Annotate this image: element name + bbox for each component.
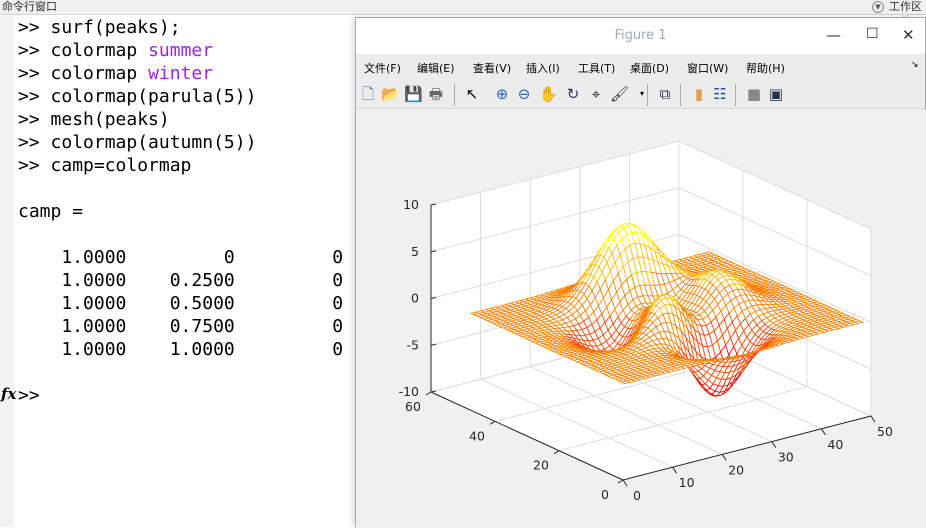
figure-titlebar: Figure 1 — ☐ ✕ [356,18,925,54]
menu-item[interactable]: 插入(I) [526,60,560,76]
select-icon[interactable]: ↖ [463,85,481,103]
menu-item[interactable]: 文件(F) [364,60,401,76]
brush-dropdown-icon[interactable]: ▾ [633,85,651,103]
prompt: >> [18,40,51,61]
command-line: >> mesh(peaks) [18,108,343,131]
prompt: >> [18,86,51,107]
print-icon[interactable]: 🖶 [427,85,445,103]
y-tick-label: 0 [601,487,609,502]
prompt: >> [18,63,51,84]
command-keyword: summer [148,40,213,61]
hide-plot-tools-icon[interactable]: ■ [745,85,763,103]
minimize-icon[interactable]: — [826,26,841,44]
workspace-title: 工作区 [889,0,922,13]
dock-icon[interactable]: ↘ [911,60,919,70]
menu-item[interactable]: 桌面(D) [630,60,669,76]
save-icon[interactable]: 💾 [404,85,422,103]
open-icon[interactable]: 📂 [381,85,399,103]
command-line: >> colormap summer [18,39,343,62]
matrix-row: 1.0000 0 0 [18,246,343,269]
panel-menu-icon[interactable]: ▼ [872,1,884,13]
figure-toolbar: 🗋📂 💾 🖶 ↖ ⊕⊖ ✋ ↻ ⌖ 🖌 ⧉ ▮☷ ■▣ ▾ [356,79,925,109]
z-tick-label: 5 [411,244,419,259]
zoom-in-icon[interactable]: ⊕ [493,85,511,103]
figure-menubar: 文件(F) 编辑(E) 查看(V) 插入(I) 工具(T) 桌面(D) 窗口(W) 帮助(H)… [356,54,925,79]
command-line: >> colormap(autumn(5)) [18,131,343,154]
command-text: camp=colormap [51,155,192,176]
z-tick-label: 0 [411,291,419,306]
command-window-titlebar: 命令行窗口 ▼ [0,0,902,15]
command-text: colormap [51,63,149,84]
toolbar-separator [680,84,681,106]
toolbar-separator [735,84,736,106]
command-text: surf(peaks); [51,17,181,38]
command-window[interactable]: >> surf(peaks);>> colormap summer>> colo… [18,16,343,407]
show-plot-tools-icon[interactable]: ▣ [767,85,785,103]
toolbar-separator [454,84,455,106]
x-tick-label: 10 [679,475,695,490]
command-line: >> camp=colormap [18,154,343,177]
matrix-row: 1.0000 0.7500 0 [18,315,343,338]
menu-item[interactable]: 查看(V) [473,60,511,76]
command-text: colormap [51,40,149,61]
pan-icon[interactable]: ✋ [539,85,557,103]
menu-item[interactable]: 窗口(W) [687,60,728,76]
command-text: colormap(parula(5)) [51,86,257,107]
figure-window: Figure 1 — ☐ ✕ 文件(F) 编辑(E) 查看(V) 插入(I) 工具(T)… [355,17,926,527]
command-text: colormap(autumn(5)) [51,132,257,153]
brush-icon[interactable]: 🖌 [610,85,628,103]
menu-item[interactable]: 工具(T) [578,60,615,76]
x-tick-label: 0 [633,488,641,503]
command-window-title: 命令行窗口 [2,0,57,13]
fx-icon[interactable]: fx [1,385,16,403]
matrix-row: 1.0000 0.2500 0 [18,269,343,292]
y-tick-label: 40 [469,428,485,443]
command-line: >> colormap winter [18,62,343,85]
matrix-row: 1.0000 1.0000 0 [18,338,343,361]
data-cursor-icon[interactable]: ⌖ [587,85,605,103]
command-line: >> surf(peaks); [18,16,343,39]
output-header: camp = [18,200,343,223]
close-icon[interactable]: ✕ [902,26,915,44]
mesh-plot[interactable]: -10 -5 0 5 10 0 10 20 30 40 50 0 20 40 60 [356,110,926,528]
prompt: >> [18,155,51,176]
command-text: mesh(peaks) [51,109,170,130]
x-tick-label: 50 [877,424,893,439]
matrix-row: 1.0000 0.5000 0 [18,292,343,315]
z-tick-label: -10 [399,384,419,399]
x-tick-label: 40 [827,437,843,452]
y-tick-label: 60 [405,399,421,414]
x-tick-label: 30 [778,450,794,465]
menu-item[interactable]: 编辑(E) [417,60,455,76]
legend-icon[interactable]: ☷ [711,85,729,103]
y-tick-label: 20 [533,458,549,473]
prompt: >> [18,17,51,38]
command-prompt[interactable]: >> [18,384,343,407]
command-line: >> colormap(parula(5)) [18,85,343,108]
link-plot-icon[interactable]: ⧉ [656,85,674,103]
prompt: >> [18,132,51,153]
colorbar-icon[interactable]: ▮ [690,85,708,103]
maximize-icon[interactable]: ☐ [866,26,879,42]
z-tick-label: -5 [407,337,419,352]
new-figure-icon[interactable]: 🗋 [359,85,377,103]
rotate-3d-icon[interactable]: ↻ [564,85,582,103]
gutter [0,16,14,527]
prompt: >> [18,109,51,130]
menu-item[interactable]: 帮助(H) [746,60,785,76]
z-tick-label: 10 [403,197,419,212]
zoom-out-icon[interactable]: ⊖ [515,85,533,103]
command-keyword: winter [148,63,213,84]
x-tick-label: 20 [728,462,744,477]
